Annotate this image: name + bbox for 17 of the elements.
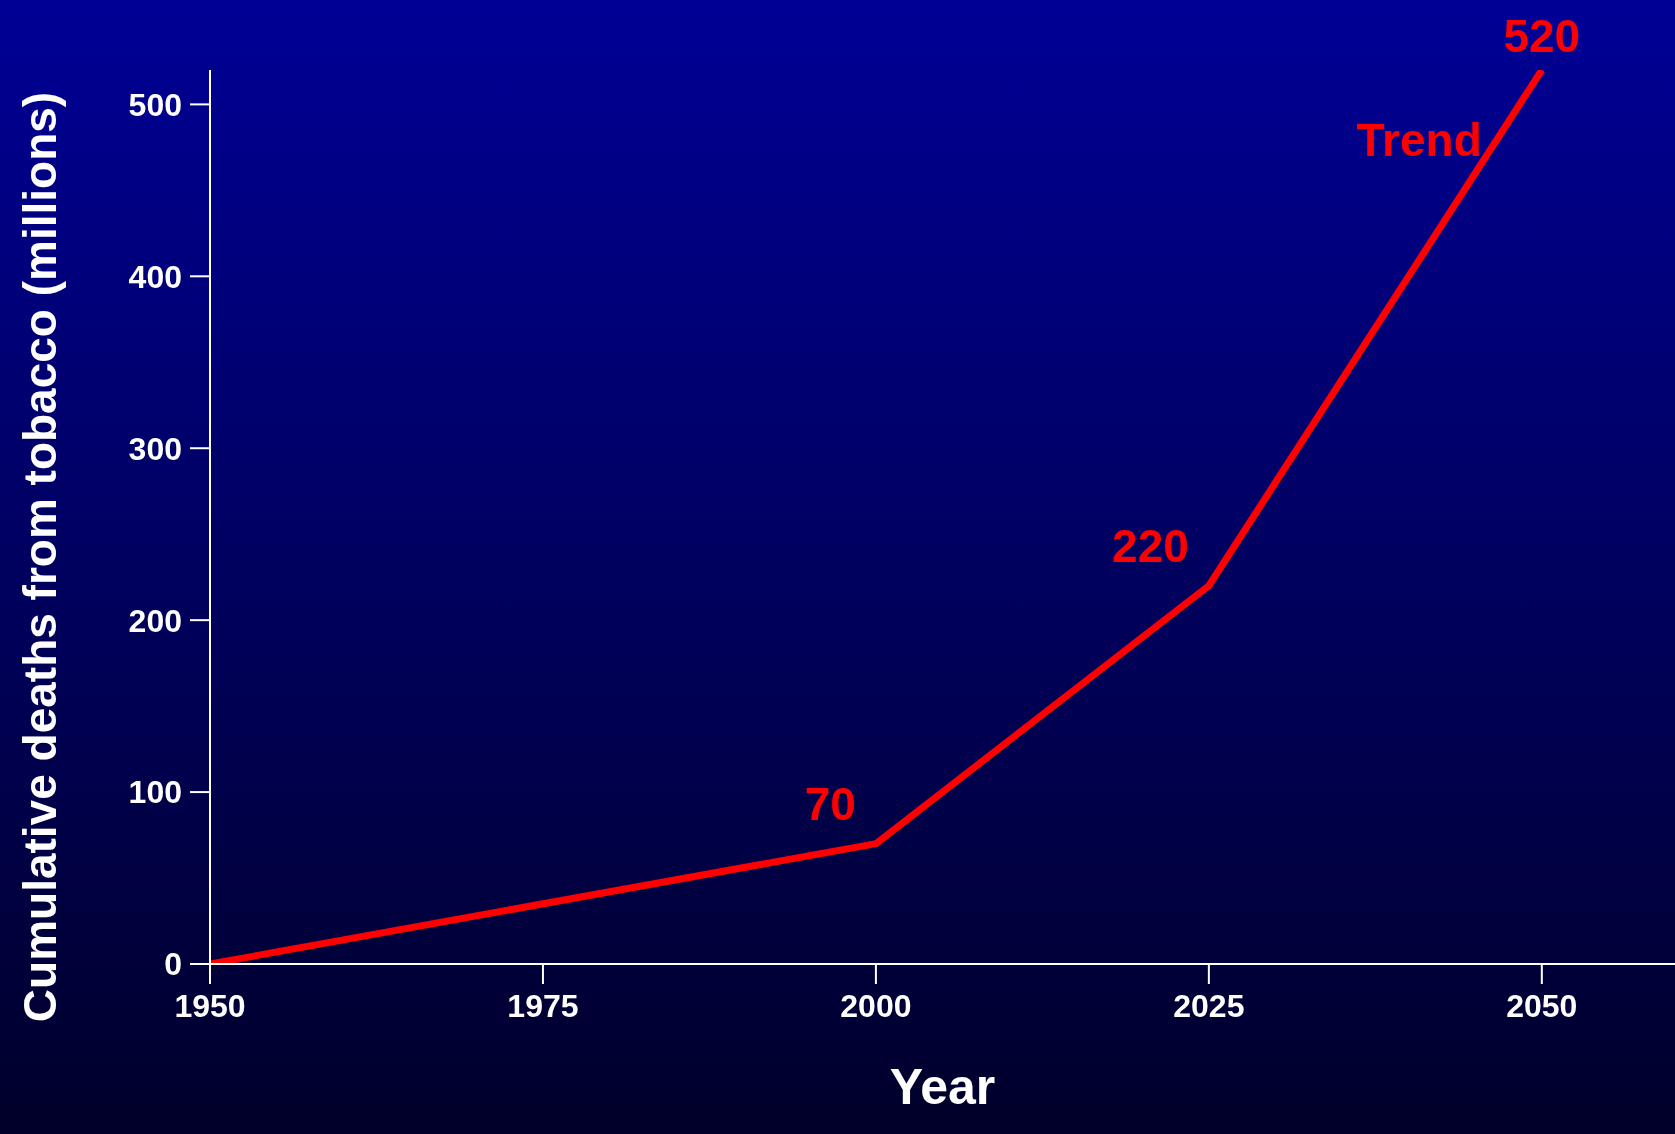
x-tick-label: 2000 — [840, 987, 912, 1024]
y-tick-label: 300 — [128, 430, 182, 467]
data-label: 520 — [1503, 10, 1581, 62]
x-tick-label: 2025 — [1173, 987, 1245, 1024]
data-label: 70 — [804, 777, 856, 830]
y-tick-label: 0 — [164, 946, 182, 983]
x-axis-title: Year — [889, 1059, 996, 1115]
series-label: Trend — [1356, 114, 1482, 166]
y-tick-label: 100 — [128, 774, 182, 811]
y-tick-label: 200 — [128, 602, 182, 639]
y-tick-label: 400 — [128, 258, 182, 295]
y-tick-label: 500 — [128, 86, 182, 123]
y-axis-title: Cumulative deaths from tobacco (millions) — [14, 91, 67, 1023]
x-tick-label: 1950 — [174, 987, 246, 1024]
x-tick-label: 2050 — [1506, 987, 1578, 1024]
data-label: 220 — [1112, 519, 1189, 572]
x-tick-label: 1975 — [507, 987, 579, 1024]
